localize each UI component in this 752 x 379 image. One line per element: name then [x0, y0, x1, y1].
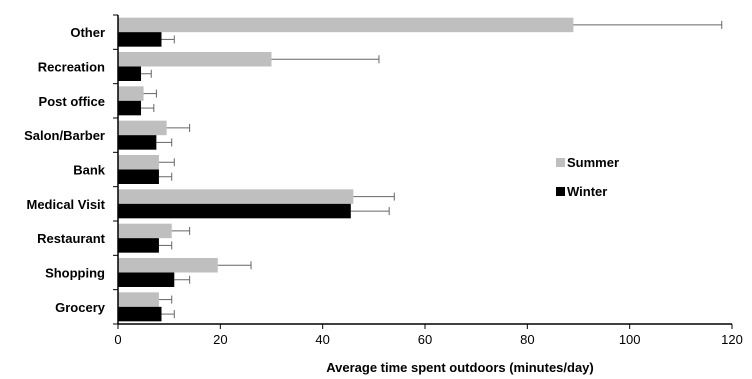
error-bar-winter-other: [161, 35, 174, 43]
category-label-medical-visit: Medical Visit: [26, 197, 105, 212]
error-bar-summer-post-office: [144, 90, 157, 98]
error-bar-summer-recreation: [272, 55, 379, 63]
x-axis-ticks: 0 20 40 60 80 100 120: [114, 324, 742, 347]
bar-summer-grocery: [118, 292, 159, 307]
bars-layer: [118, 18, 722, 322]
bar-winter-medical-visit: [118, 204, 351, 219]
bar-winter-bank: [118, 170, 159, 185]
category-label-bank: Bank: [73, 163, 106, 178]
bar-winter-restaurant: [118, 238, 159, 253]
bar-summer-shopping: [118, 258, 218, 273]
x-tick-label-120: 120: [721, 332, 743, 347]
x-axis-title: Average time spent outdoors (minutes/day…: [326, 360, 594, 375]
bar-summer-bank: [118, 155, 159, 170]
error-bar-winter-salon-barber: [156, 138, 171, 146]
error-bar-winter-recreation: [141, 70, 151, 78]
x-tick-label-100: 100: [619, 332, 641, 347]
legend-label-summer: Summer: [567, 155, 619, 170]
category-label-salon-barber: Salon/Barber: [24, 128, 105, 143]
legend: Summer Winter: [556, 155, 619, 199]
error-bar-winter-post-office: [141, 104, 154, 112]
bar-winter-post-office: [118, 101, 141, 116]
error-bar-summer-shopping: [218, 261, 251, 269]
legend-label-winter: Winter: [567, 184, 607, 199]
x-tick-label-60: 60: [418, 332, 432, 347]
error-bar-summer-restaurant: [172, 227, 190, 235]
bar-summer-medical-visit: [118, 189, 353, 204]
error-bar-summer-salon-barber: [167, 124, 190, 132]
category-label-other: Other: [70, 25, 105, 40]
bar-summer-recreation: [118, 52, 272, 67]
bar-winter-shopping: [118, 273, 174, 288]
bar-summer-salon-barber: [118, 121, 167, 135]
bar-winter-recreation: [118, 67, 141, 82]
bar-summer-post-office: [118, 86, 144, 101]
error-bar-winter-shopping: [174, 276, 189, 284]
error-bar-winter-medical-visit: [351, 207, 389, 215]
bar-summer-restaurant: [118, 224, 172, 239]
category-label-post-office: Post office: [39, 94, 105, 109]
error-bar-summer-medical-visit: [353, 193, 394, 201]
error-bar-winter-grocery: [161, 310, 174, 318]
error-bar-summer-other: [573, 21, 721, 29]
category-label-recreation: Recreation: [38, 60, 105, 75]
x-tick-label-20: 20: [213, 332, 227, 347]
error-bar-winter-restaurant: [159, 241, 172, 249]
x-tick-label-0: 0: [114, 332, 121, 347]
legend-swatch-winter: [556, 187, 565, 196]
error-bar-winter-bank: [159, 173, 172, 181]
bar-summer-other: [118, 18, 573, 32]
category-label-restaurant: Restaurant: [37, 231, 106, 246]
legend-swatch-summer: [556, 158, 565, 167]
x-tick-label-40: 40: [315, 332, 329, 347]
category-label-shopping: Shopping: [45, 266, 105, 281]
bar-winter-grocery: [118, 307, 161, 322]
error-bar-summer-grocery: [159, 296, 172, 304]
bar-winter-other: [118, 32, 161, 47]
error-bar-summer-bank: [159, 158, 174, 166]
x-tick-label-80: 80: [520, 332, 534, 347]
category-label-grocery: Grocery: [55, 300, 106, 315]
category-labels: Other Recreation Post office Salon/Barber Ba…: [24, 15, 118, 324]
bar-winter-salon-barber: [118, 135, 156, 150]
